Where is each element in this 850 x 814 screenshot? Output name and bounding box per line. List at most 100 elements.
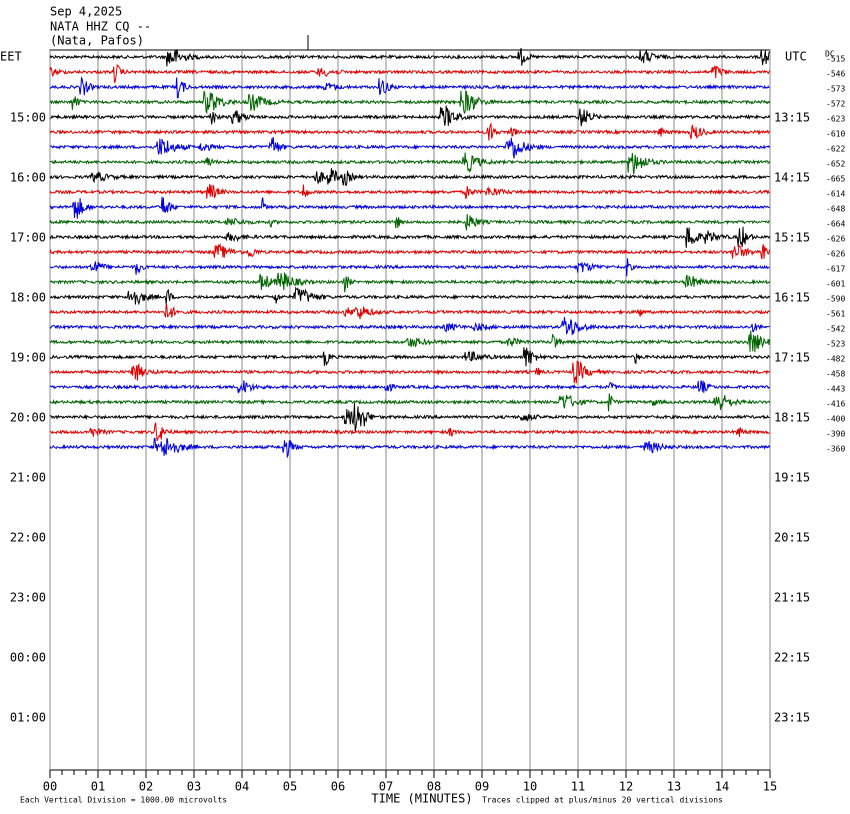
trace — [49, 402, 770, 433]
x-tick-label: 13 — [667, 780, 681, 794]
trace — [49, 152, 771, 175]
dc-offset: -416 — [826, 400, 845, 409]
right-hour-label: 16:15 — [774, 291, 810, 305]
dc-offset: -648 — [826, 205, 845, 214]
trace — [49, 380, 770, 394]
right-hour-label: 22:15 — [774, 651, 810, 665]
right-hour-label: 18:15 — [774, 411, 810, 425]
dc-offset: -626 — [826, 235, 845, 244]
left-hour-label: 17:00 — [10, 231, 46, 245]
trace — [49, 437, 771, 459]
left-hour-label: 16:00 — [10, 171, 46, 185]
trace — [49, 47, 771, 67]
dc-offset: -542 — [826, 325, 845, 334]
trace — [49, 242, 771, 260]
dc-offset: -652 — [826, 160, 845, 169]
x-tick-label: 07 — [379, 780, 393, 794]
x-tick-label: 14 — [715, 780, 729, 794]
trace — [49, 137, 771, 159]
x-tick-label: 09 — [475, 780, 489, 794]
x-tick-label: 05 — [283, 780, 297, 794]
trace — [49, 168, 770, 187]
dc-offset: -546 — [826, 70, 845, 79]
left-hour-label: 19:00 — [10, 351, 46, 365]
footer-left: Each Vertical Division = 1000.00 microvo… — [20, 796, 227, 805]
dc-offset: -623 — [826, 115, 845, 124]
dc-offset: -601 — [826, 280, 845, 289]
right-hour-label: 20:15 — [774, 531, 810, 545]
dc-offset: -573 — [826, 85, 845, 94]
left-hour-label: 21:00 — [10, 471, 46, 485]
right-zone: UTC — [785, 50, 807, 64]
dc-label: DC — [825, 50, 835, 59]
dc-offset: -572 — [826, 100, 845, 109]
x-tick-label: 06 — [331, 780, 345, 794]
right-hour-label: 14:15 — [774, 171, 810, 185]
right-hour-label: 19:15 — [774, 471, 810, 485]
right-hour-label: 13:15 — [774, 111, 810, 125]
dc-offset: -610 — [826, 130, 845, 139]
left-hour-label: 01:00 — [10, 711, 46, 725]
plot-frame — [49, 49, 771, 771]
x-tick-label: 11 — [571, 780, 585, 794]
trace — [49, 105, 771, 127]
trace — [49, 184, 770, 199]
right-hour-label: 15:15 — [774, 231, 810, 245]
trace — [49, 214, 770, 231]
dc-offset: -664 — [826, 220, 845, 229]
dc-offset: -590 — [826, 295, 845, 304]
trace — [49, 196, 770, 219]
dc-offset: -561 — [826, 310, 845, 319]
trace — [49, 76, 770, 99]
left-hour-label: 20:00 — [10, 411, 46, 425]
right-hour-label: 23:15 — [774, 711, 810, 725]
right-hour-label: 17:15 — [774, 351, 810, 365]
x-tick-label: 12 — [619, 780, 633, 794]
station: NATA HHZ CQ -- — [50, 20, 151, 34]
x-tick-label: 01 — [91, 780, 105, 794]
trace — [49, 316, 770, 336]
date: Sep 4,2025 — [50, 5, 122, 19]
dc-offset: -360 — [826, 445, 845, 454]
dc-offset: -482 — [826, 355, 845, 364]
location: (Nata, Pafos) — [50, 34, 144, 48]
left-hour-label: 23:00 — [10, 591, 46, 605]
trace — [49, 360, 770, 384]
right-hour-label: 21:15 — [774, 591, 810, 605]
left-hour-label: 00:00 — [10, 651, 46, 665]
dc-offset: -390 — [826, 430, 845, 439]
dc-offset: -443 — [826, 385, 845, 394]
left-zone: EET — [0, 50, 22, 64]
trace — [49, 421, 770, 442]
x-tick-label: 00 — [43, 780, 57, 794]
trace — [49, 286, 771, 306]
x-tick-label: 02 — [139, 780, 153, 794]
dc-offset: -626 — [826, 250, 845, 259]
trace — [49, 347, 771, 367]
x-tick-label: 04 — [235, 780, 249, 794]
trace — [49, 303, 770, 320]
trace — [49, 393, 771, 412]
trace — [49, 63, 771, 83]
trace — [49, 258, 770, 277]
trace — [49, 89, 771, 115]
trace — [49, 226, 771, 248]
x-tick-label: 10 — [523, 780, 537, 794]
x-tick-label: 08 — [427, 780, 441, 794]
dc-offset: -614 — [826, 190, 845, 199]
dc-offset: -458 — [826, 370, 845, 379]
trace — [49, 121, 771, 141]
dc-offset: -523 — [826, 340, 845, 349]
trace — [49, 272, 771, 293]
dc-offset: -665 — [826, 175, 845, 184]
left-hour-label: 15:00 — [10, 111, 46, 125]
left-hour-label: 18:00 — [10, 291, 46, 305]
dc-offset: -622 — [826, 145, 845, 154]
x-tick-label: 03 — [187, 780, 201, 794]
footer-right: Traces clipped at plus/minus 20 vertical… — [482, 796, 723, 805]
left-hour-label: 22:00 — [10, 531, 46, 545]
dc-offset: -400 — [826, 415, 845, 424]
dc-offset: -515 — [826, 55, 845, 64]
